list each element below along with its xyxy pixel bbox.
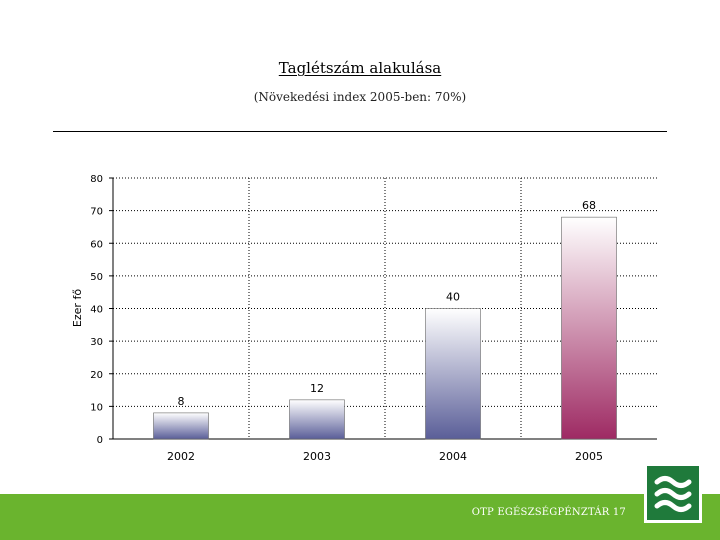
x-tick-label: 2005 [575, 450, 603, 463]
footer-bar [0, 494, 720, 540]
y-tick-label: 10 [90, 402, 103, 413]
bar-2003 [289, 399, 345, 440]
y-tick-label: 30 [90, 337, 103, 348]
bar-2002 [153, 412, 209, 440]
y-tick-label: 50 [90, 272, 103, 283]
data-label-2005: 68 [582, 199, 596, 212]
x-tick-label: 2004 [439, 450, 467, 463]
y-tick-label: 80 [90, 174, 103, 185]
bar-2004 [425, 308, 481, 440]
data-label-2003: 12 [310, 382, 324, 395]
title-divider [53, 131, 667, 132]
y-axis-title: Ezer fő [71, 289, 84, 327]
bar-chart: 0 10 20 30 40 50 60 70 80 8 2002 12 2003 40 2004 68 2005… [71, 174, 657, 463]
y-tick-label: 40 [90, 305, 103, 316]
logo [644, 463, 702, 523]
y-tick-label: 70 [90, 207, 103, 218]
x-tick-label: 2003 [303, 450, 331, 463]
chart-title: Taglétszám alakulása [278, 59, 442, 77]
data-label-2002: 8 [178, 395, 185, 408]
chart-subtitle: (Növekedési index 2005-ben: 70%) [253, 90, 467, 104]
y-tick-label: 20 [90, 370, 103, 381]
footer-page-number: 17 [612, 507, 626, 518]
footer-org: OTP EGÉSZSÉGPÉNZTÁR [471, 507, 610, 518]
data-label-2004: 40 [446, 291, 460, 304]
y-tick-label: 0 [97, 435, 103, 446]
x-tick-label: 2002 [167, 450, 195, 463]
bars [153, 216, 617, 440]
footer-text: OTP EGÉSZSÉGPÉNZTÁR 17 [472, 507, 626, 518]
bar-2005 [561, 216, 617, 440]
labels: 0 10 20 30 40 50 60 70 80 8 2002 12 2003 40 2004 68 2005… [71, 174, 603, 463]
wave-logo-icon [654, 476, 692, 512]
y-tick-label: 60 [90, 239, 103, 250]
